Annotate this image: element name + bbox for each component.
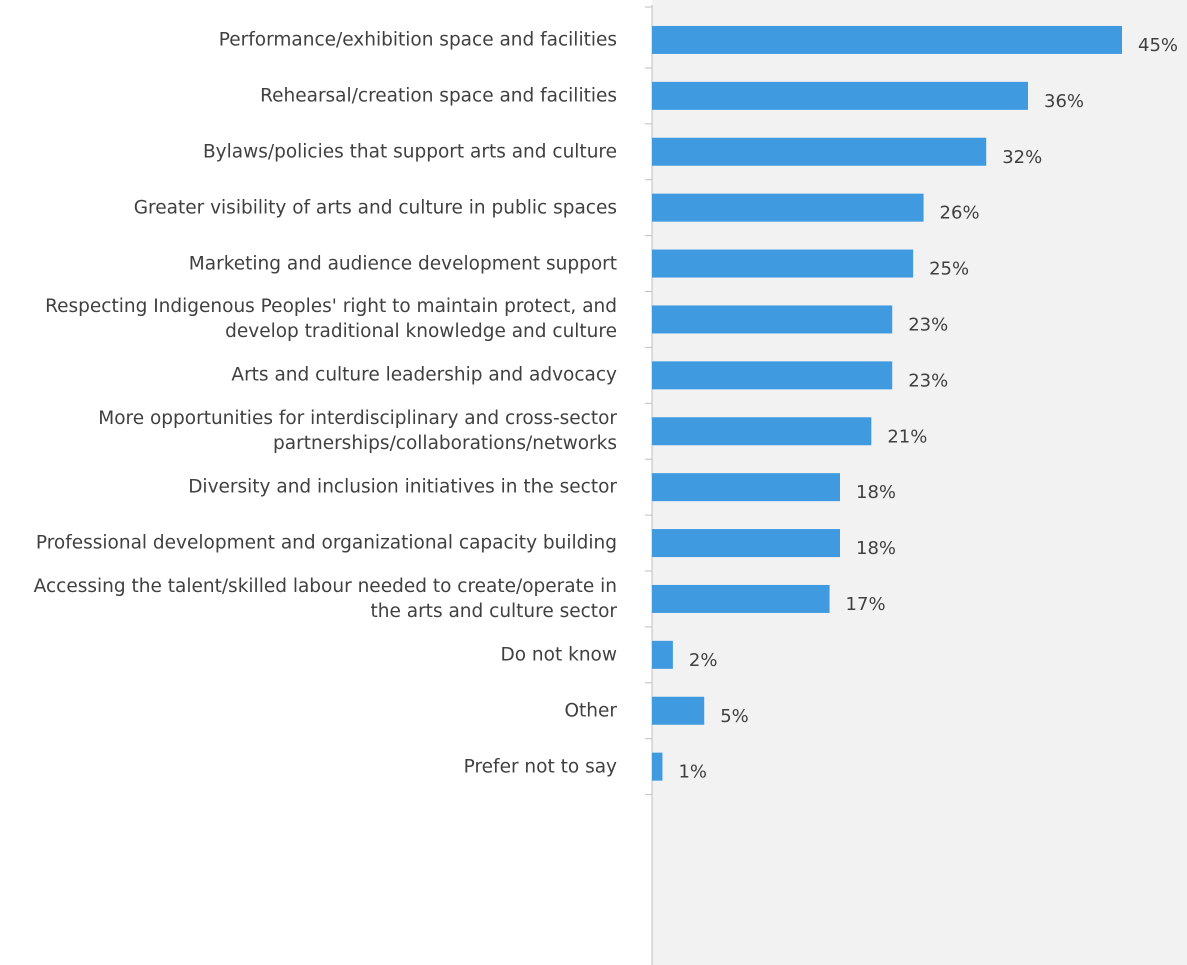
value-label: 26% (940, 203, 980, 224)
category-label: Greater visibility of arts and culture i… (133, 197, 617, 219)
category-label: Performance/exhibition space and facilit… (218, 29, 617, 51)
value-label: 18% (856, 538, 896, 559)
bar (652, 696, 705, 725)
value-label: 45% (1138, 35, 1178, 56)
bar (652, 640, 673, 669)
category-label: More opportunities for interdisciplinary… (98, 408, 617, 455)
value-label: 32% (1002, 147, 1042, 168)
value-label: 23% (908, 370, 948, 391)
bar (652, 305, 893, 334)
category-label: Marketing and audience development suppo… (188, 253, 617, 275)
category-label: Do not know (500, 644, 617, 666)
bar (652, 752, 663, 781)
category-label: Prefer not to say (463, 756, 617, 778)
bar (652, 473, 840, 502)
value-label: 1% (678, 762, 707, 783)
category-label: Diversity and inclusion initiatives in t… (188, 476, 617, 498)
value-label: 36% (1044, 91, 1084, 112)
bar (652, 417, 872, 446)
category-label: Arts and culture leadership and advocacy (231, 364, 617, 386)
bar (652, 361, 893, 390)
bar (652, 81, 1028, 110)
category-label: Professional development and organizatio… (35, 532, 617, 554)
bar (652, 137, 987, 166)
value-label: 18% (856, 482, 896, 503)
category-label: Rehearsal/creation space and facilities (260, 85, 617, 107)
value-label: 17% (846, 594, 886, 615)
value-label: 2% (689, 650, 718, 671)
bar (652, 25, 1122, 54)
category-label: Bylaws/policies that support arts and cu… (202, 141, 617, 163)
bar (652, 249, 914, 278)
value-label: 21% (887, 426, 927, 447)
category-label: Other (564, 700, 617, 722)
category-label: Accessing the talent/skilled labour need… (33, 575, 617, 622)
value-label: 25% (929, 259, 969, 280)
value-label: 5% (720, 706, 749, 727)
category-label: Respecting Indigenous Peoples' right to … (45, 296, 617, 343)
value-label: 23% (908, 314, 948, 335)
bar (652, 193, 924, 222)
bar (652, 529, 840, 558)
bar (652, 584, 830, 613)
